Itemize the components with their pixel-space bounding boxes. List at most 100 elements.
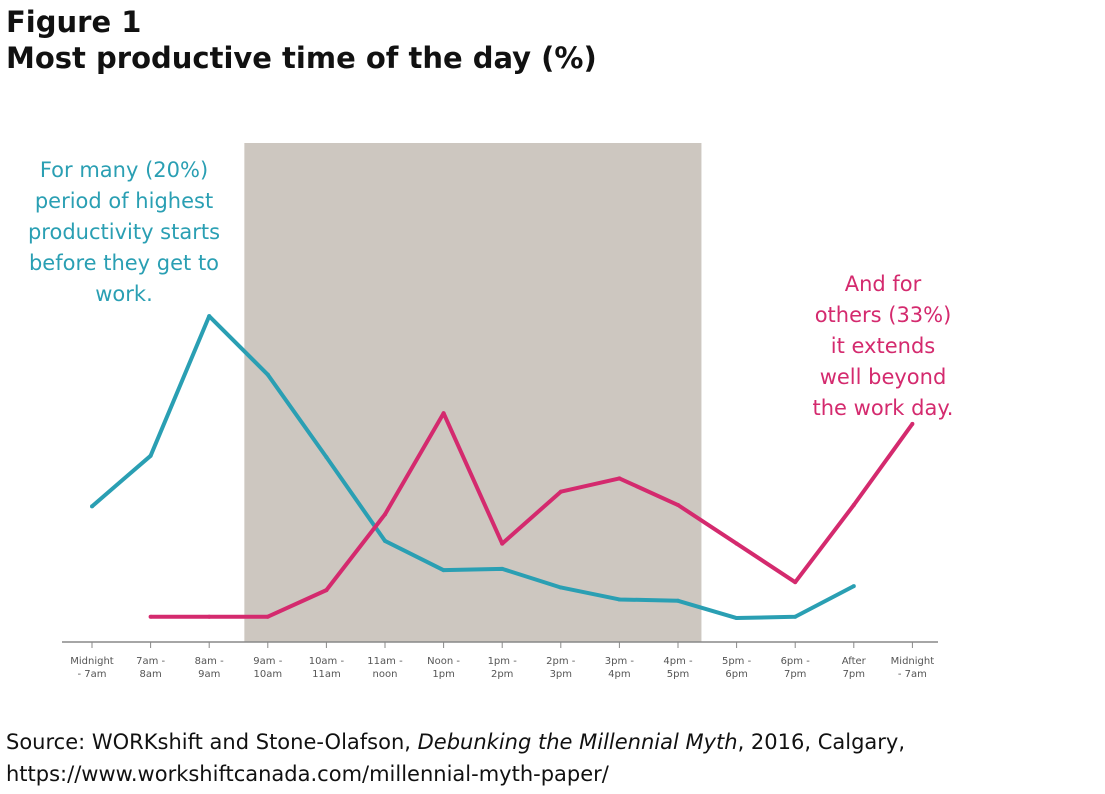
x-tick-label-line: 10am - bbox=[309, 656, 345, 667]
data-point bbox=[265, 614, 270, 619]
figure-label: Figure 1 bbox=[6, 5, 142, 39]
work-hours-band bbox=[244, 143, 702, 642]
x-tick-label: 5pm - 6pm bbox=[722, 656, 752, 680]
figure-title: Figure 1 Most productive time of the day… bbox=[6, 4, 597, 76]
annotation-line: others (33%) bbox=[815, 303, 952, 327]
source-url: https://www.workshiftcanada.com/millenni… bbox=[6, 762, 609, 786]
data-point bbox=[148, 614, 153, 619]
data-point bbox=[441, 568, 446, 573]
x-tick-label-line: 7am - bbox=[136, 656, 165, 667]
x-tick-label-line: 9am - bbox=[253, 656, 282, 667]
data-point bbox=[383, 538, 387, 543]
data-point bbox=[676, 598, 680, 603]
annotation-line: work. bbox=[95, 282, 153, 306]
x-tick-label-line: 5pm bbox=[667, 669, 689, 680]
annotation-before-work: For many (20%) period of highest productiv… bbox=[28, 158, 220, 306]
source-prefix: Source: WORKshift and Stone-Olafson, bbox=[6, 730, 418, 754]
x-tick-label-line: 1pm - bbox=[488, 656, 518, 667]
x-tick-label: 2pm - 3pm bbox=[546, 656, 576, 680]
x-tick-label-line: - 7am bbox=[898, 669, 927, 680]
data-point bbox=[851, 503, 856, 508]
x-tick-label-line: 5pm - bbox=[722, 656, 752, 667]
x-tick-label: Midnight - 7am bbox=[70, 656, 114, 680]
x-tick-label-line: 7pm bbox=[784, 669, 806, 680]
x-tick-label-line: 2pm bbox=[491, 669, 513, 680]
x-tick-label-line: 8am bbox=[139, 669, 161, 680]
x-tick-label-line: After bbox=[842, 656, 867, 667]
data-point bbox=[617, 476, 622, 481]
x-tick-label-line: 6pm bbox=[725, 669, 747, 680]
x-tick-label-line: Midnight bbox=[70, 656, 114, 667]
x-tick-label-line: 7pm bbox=[843, 669, 865, 680]
data-point bbox=[324, 588, 329, 593]
annotation-line: productivity starts bbox=[28, 220, 220, 244]
x-tick-label: 6pm - 7pm bbox=[781, 656, 811, 680]
x-tick-label: 7am - 8am bbox=[136, 656, 165, 680]
data-point bbox=[207, 314, 212, 319]
data-point bbox=[265, 372, 270, 377]
data-point bbox=[910, 421, 915, 426]
data-point bbox=[500, 566, 505, 571]
x-tick-label-line: 3pm - bbox=[605, 656, 635, 667]
x-tick-label-line: 9am bbox=[198, 669, 220, 680]
data-point bbox=[207, 614, 212, 619]
data-point bbox=[617, 597, 622, 602]
data-point bbox=[676, 503, 680, 508]
x-tick-label-line: 8am - bbox=[195, 656, 224, 667]
data-point bbox=[90, 504, 94, 509]
source-note: Source: WORKshift and Stone-Olafson, Deb… bbox=[6, 726, 905, 790]
x-tick-label-line: 1pm bbox=[432, 669, 454, 680]
x-tick-label-line: 11am bbox=[312, 669, 341, 680]
data-point bbox=[383, 512, 387, 517]
x-tick-label-line: 11am - bbox=[367, 656, 403, 667]
data-point bbox=[148, 453, 153, 458]
x-tick-label: 10am - 11am bbox=[309, 656, 345, 680]
x-tick-label-line: Midnight bbox=[891, 656, 935, 667]
x-tick-label-line: 3pm bbox=[550, 669, 572, 680]
annotation-after-work: And for others (33%) it extends well beyond… bbox=[813, 272, 954, 420]
data-point bbox=[558, 585, 563, 590]
x-tick-label: 4pm - 5pm bbox=[663, 656, 693, 680]
x-tick-label: 11am - noon bbox=[367, 656, 403, 680]
chart-title: Most productive time of the day (%) bbox=[6, 41, 597, 75]
x-tick-label-line: noon bbox=[373, 669, 398, 680]
x-tick-label-line: - 7am bbox=[77, 669, 106, 680]
series-line-after-work bbox=[150, 411, 915, 619]
series-line-before-work bbox=[90, 314, 855, 621]
annotation-line: before they get to bbox=[29, 251, 219, 275]
source-citation: Source: WORKshift and Stone-Olafson, Deb… bbox=[6, 726, 905, 758]
x-tick-label-line: Noon - bbox=[427, 656, 460, 667]
x-tick-label: 3pm - 4pm bbox=[605, 656, 635, 680]
x-tick-label: 9am - 10am bbox=[253, 656, 282, 680]
series-group bbox=[90, 314, 915, 621]
data-point bbox=[441, 411, 446, 416]
data-point bbox=[500, 541, 505, 546]
x-tick-label-line: 10am bbox=[254, 669, 283, 680]
x-tick-label: Noon - 1pm bbox=[427, 656, 460, 680]
x-tick-label-line: 4pm - bbox=[663, 656, 693, 667]
x-tick-label: 1pm - 2pm bbox=[488, 656, 518, 680]
source-suffix: , 2016, Calgary, bbox=[737, 730, 906, 754]
data-point bbox=[734, 541, 739, 546]
x-tick-label: 8am - 9am bbox=[195, 656, 224, 680]
x-tick-label: Midnight - 7am bbox=[891, 656, 935, 680]
annotation-line: it extends bbox=[831, 334, 935, 358]
data-point bbox=[793, 614, 798, 619]
x-tick-label-line: 4pm bbox=[608, 669, 630, 680]
source-publication: Debunking the Millennial Myth bbox=[417, 730, 738, 754]
x-tick-label-line: 6pm - bbox=[781, 656, 811, 667]
x-tick-label: After 7pm bbox=[842, 656, 867, 680]
annotation-line: the work day. bbox=[813, 396, 954, 420]
annotation-line: period of highest bbox=[35, 189, 213, 213]
line-chart: Midnight - 7am 7am - 8am 8am - 9am 9am - 10am 10… bbox=[28, 143, 954, 680]
annotation-line: For many (20%) bbox=[40, 158, 208, 182]
x-tick-label-line: 2pm - bbox=[546, 656, 576, 667]
data-point bbox=[324, 455, 329, 460]
annotations-group: For many (20%) period of highest productiv… bbox=[28, 158, 954, 420]
data-point bbox=[734, 616, 739, 621]
annotation-line: well beyond bbox=[820, 365, 947, 389]
annotation-line: And for bbox=[845, 272, 922, 296]
data-point bbox=[851, 584, 856, 589]
x-axis-ticks: Midnight - 7am 7am - 8am 8am - 9am 9am - 10am 10… bbox=[70, 642, 934, 680]
data-point bbox=[793, 580, 798, 585]
